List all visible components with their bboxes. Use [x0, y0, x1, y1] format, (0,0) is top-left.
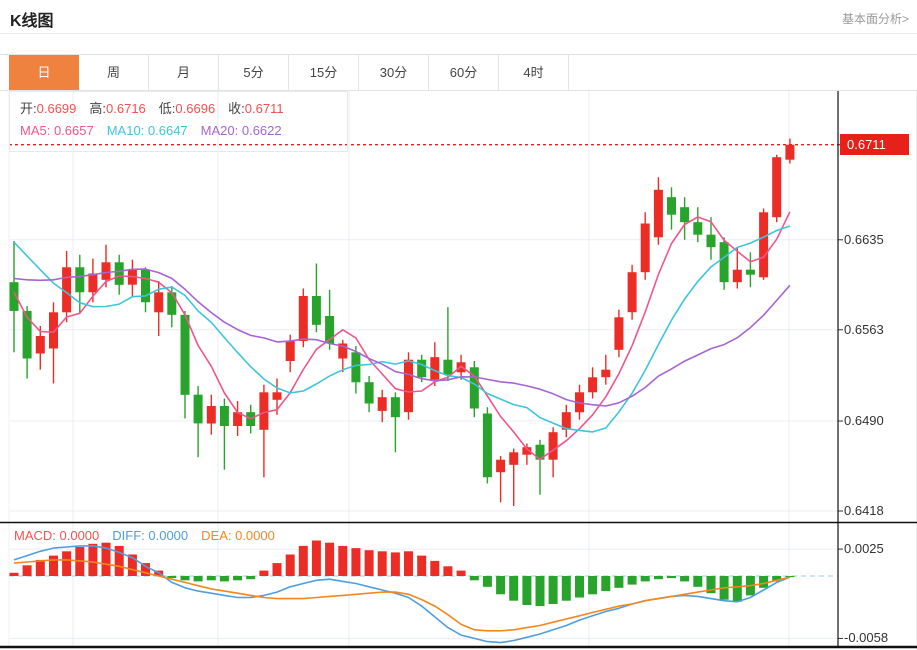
fundamental-analysis-link[interactable]: 基本面分析> — [841, 12, 909, 26]
page-header: K线图 基本面分析> — [0, 0, 917, 34]
chart-region: 开:0.6699 高:0.6716 低:0.6696 收:0.6711 MA5: 0.… — [0, 91, 917, 650]
page-title: K线图 — [10, 13, 54, 30]
tab-15分[interactable]: 15分 — [289, 55, 359, 90]
tab-30分[interactable]: 30分 — [359, 55, 429, 90]
tab-月[interactable]: 月 — [149, 55, 219, 90]
tab-5分[interactable]: 5分 — [219, 55, 289, 90]
tab-日[interactable]: 日 — [9, 55, 79, 90]
tab-60分[interactable]: 60分 — [429, 55, 499, 90]
period-tab-bar: 日周月 5分 15分 30分 60分 4时 — [0, 54, 917, 91]
period-tabs: 日周月 5分 15分 30分 60分 4时 — [9, 55, 569, 90]
tab-周[interactable]: 周 — [79, 55, 149, 90]
tab-4时[interactable]: 4时 — [499, 55, 569, 90]
kline-chart-canvas[interactable] — [0, 91, 917, 650]
